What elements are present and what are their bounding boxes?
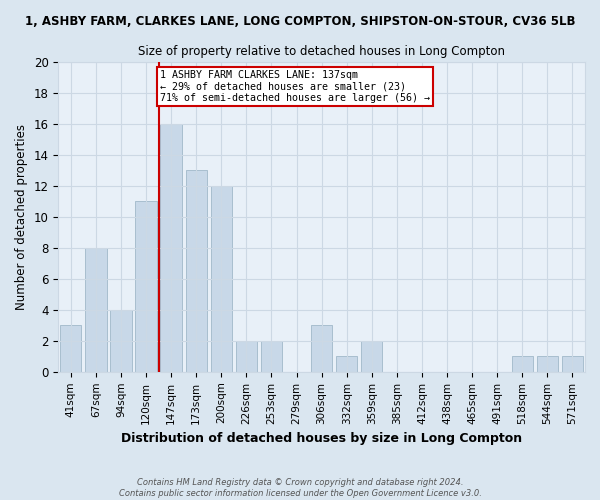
Text: 1 ASHBY FARM CLARKES LANE: 137sqm
← 29% of detached houses are smaller (23)
71% : 1 ASHBY FARM CLARKES LANE: 137sqm ← 29% … [160,70,430,103]
Title: Size of property relative to detached houses in Long Compton: Size of property relative to detached ho… [138,45,505,58]
Bar [85,248,107,372]
Bar [60,326,82,372]
Bar [211,186,232,372]
Bar [261,341,282,372]
Bar [160,124,182,372]
Y-axis label: Number of detached properties: Number of detached properties [15,124,28,310]
Bar [562,356,583,372]
Bar [311,326,332,372]
Bar [512,356,533,372]
Bar [537,356,558,372]
Bar [336,356,358,372]
Bar [361,341,382,372]
Bar [185,170,207,372]
Text: 1, ASHBY FARM, CLARKES LANE, LONG COMPTON, SHIPSTON-ON-STOUR, CV36 5LB: 1, ASHBY FARM, CLARKES LANE, LONG COMPTO… [25,15,575,28]
Bar [136,202,157,372]
X-axis label: Distribution of detached houses by size in Long Compton: Distribution of detached houses by size … [121,432,522,445]
Bar [236,341,257,372]
Text: Contains HM Land Registry data © Crown copyright and database right 2024.
Contai: Contains HM Land Registry data © Crown c… [119,478,481,498]
Bar [110,310,131,372]
